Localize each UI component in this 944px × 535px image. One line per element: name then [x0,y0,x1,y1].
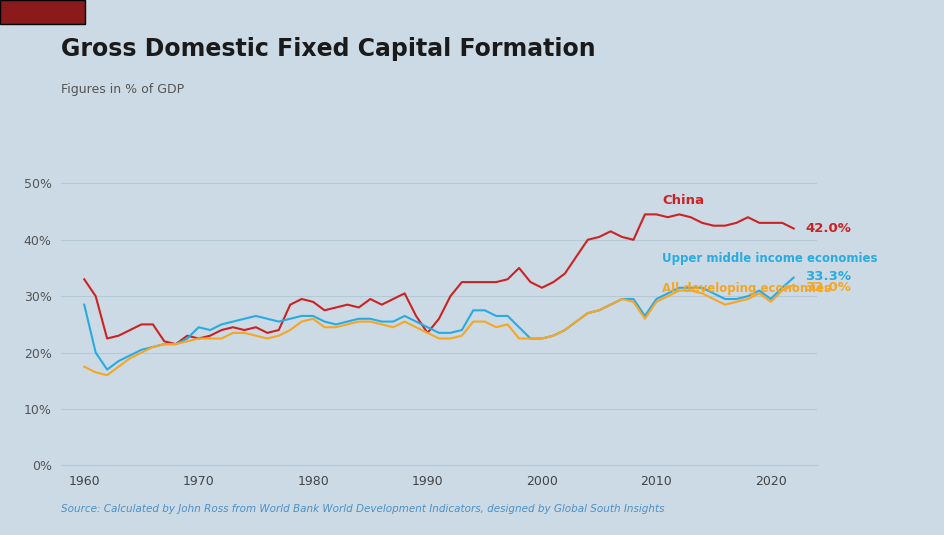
Text: Gross Domestic Fixed Capital Formation: Gross Domestic Fixed Capital Formation [61,37,596,62]
Text: Figure 12: Figure 12 [15,6,70,19]
Text: 42.0%: 42.0% [805,222,851,235]
Text: Source: Calculated by John Ross from World Bank World Development Indicators, de: Source: Calculated by John Ross from Wor… [61,503,665,514]
Text: 32.0%: 32.0% [805,281,851,294]
Text: All developing economies: All developing economies [662,282,831,295]
Text: 33.3%: 33.3% [805,270,851,283]
Text: Figures in % of GDP: Figures in % of GDP [61,83,184,96]
Text: China: China [662,194,704,207]
Text: Upper middle income economies: Upper middle income economies [662,252,878,265]
